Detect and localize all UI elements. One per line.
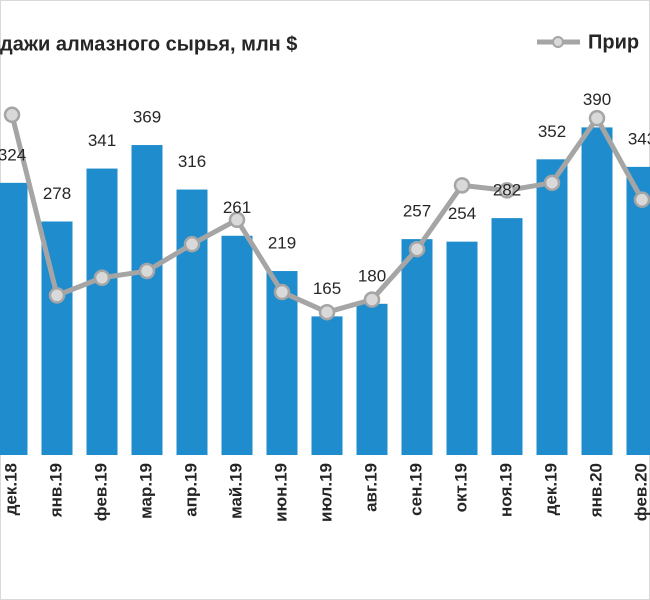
bar (446, 241, 478, 455)
data-label: 316 (178, 152, 206, 171)
legend-label: Прир (588, 31, 639, 53)
line-marker (3, 106, 21, 124)
bar (131, 145, 163, 456)
x-tick-label: дек.18 (1, 463, 20, 515)
data-label: 390 (583, 90, 611, 109)
bar (176, 189, 208, 455)
line-marker (318, 303, 336, 321)
x-tick-label: сен.19 (406, 463, 425, 516)
bar (86, 168, 118, 455)
data-label: 369 (133, 108, 161, 127)
bar (491, 218, 523, 455)
data-label: 165 (313, 279, 341, 298)
data-label: 352 (538, 122, 566, 141)
data-label: 254 (448, 204, 476, 223)
line-marker (498, 182, 516, 199)
x-tick-label: янв.20 (586, 463, 605, 518)
x-tick-label: апр.19 (181, 463, 200, 517)
bar (581, 127, 613, 456)
x-tick-label: мар.19 (136, 463, 155, 519)
x-tick-label: июн.19 (271, 463, 290, 522)
line-marker (453, 177, 471, 194)
chart-title: дажи алмазного сырья, млн $ (0, 33, 297, 55)
x-tick-label: авг.19 (361, 463, 380, 512)
line-marker (408, 240, 426, 258)
line-marker (138, 262, 156, 280)
line-marker (588, 109, 606, 127)
bar (536, 159, 568, 455)
line-marker (543, 174, 561, 192)
line-marker (363, 291, 381, 308)
data-label: 257 (403, 202, 431, 221)
x-tick-label: дек.19 (541, 463, 560, 515)
x-tick-label: окт.19 (451, 463, 470, 512)
x-tick-label: фев.20 (631, 463, 650, 521)
data-label: 341 (88, 131, 116, 150)
bar (311, 316, 343, 455)
line-marker (93, 269, 111, 287)
x-tick-label: фев.19 (91, 463, 110, 521)
bar (221, 235, 253, 455)
data-label: 219 (268, 234, 296, 253)
line-marker (228, 211, 246, 229)
line-marker (183, 235, 201, 253)
bar (356, 303, 388, 455)
data-label: 282 (493, 181, 521, 200)
x-tick-label: янв.19 (46, 463, 65, 518)
legend-marker (552, 36, 564, 48)
bar (0, 182, 28, 455)
line-marker (633, 191, 650, 208)
x-tick-label: май.19 (226, 463, 245, 519)
data-label: 343 (628, 129, 650, 148)
x-tick-label: июл.19 (316, 463, 335, 522)
bar (401, 239, 433, 455)
bar (266, 271, 298, 455)
data-label: 278 (43, 184, 71, 203)
data-label: 324 (0, 145, 26, 164)
data-label: 261 (223, 198, 251, 217)
data-label: 180 (358, 266, 386, 285)
x-tick-label: ноя.19 (496, 463, 515, 517)
bar (626, 166, 650, 455)
line-marker (273, 283, 291, 301)
line-marker (48, 287, 66, 304)
